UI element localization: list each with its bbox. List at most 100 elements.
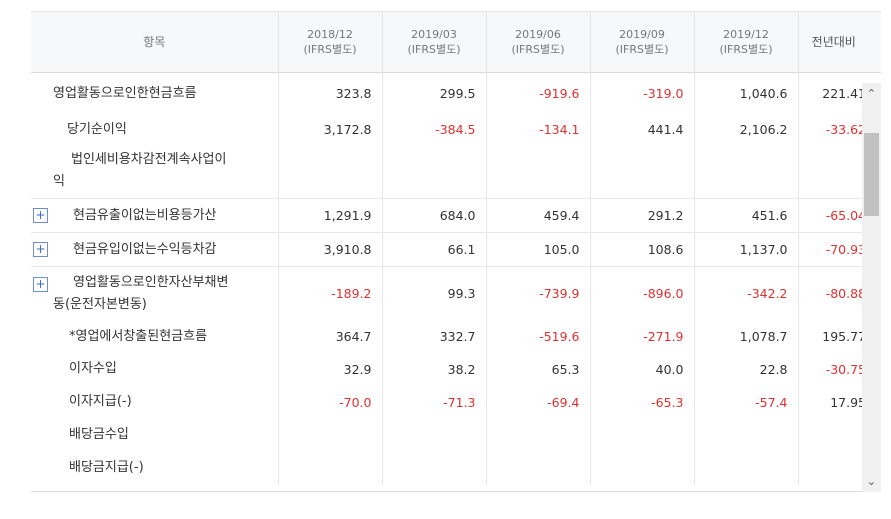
- cell-yoy: -80.88: [797, 266, 869, 321]
- cell-value: [589, 418, 694, 452]
- header-period-2019-09: 2019/09 (IFRS별도): [589, 11, 694, 73]
- table-row: 영업활동으로인한현금흐름 323.8 299.5 -919.6 -319.0 1…: [31, 72, 881, 115]
- cell-value: 1,291.9: [277, 198, 382, 233]
- cash-flow-table-container: 항목 2018/12 (IFRS별도) 2019/03 (IFRS별도) 2019/…: [31, 11, 881, 492]
- cell-value: -919.6: [485, 72, 590, 115]
- cell-value: 332.7: [381, 320, 486, 353]
- row-label: 영업활동으로인한자산부채변 동(운전자본변동): [53, 274, 229, 312]
- cell-value: -71.3: [381, 385, 486, 419]
- header-period-2019-12: 2019/12 (IFRS별도): [693, 11, 798, 73]
- cell-value: -342.2: [693, 266, 798, 321]
- table-row: + 영업활동으로인한자산부채변 동(운전자본변동) -189.2 99.3 -7…: [31, 266, 881, 321]
- cell-value: 108.6: [589, 232, 694, 267]
- header-period-2018-12: 2018/12 (IFRS별도): [277, 11, 382, 73]
- cell-yoy: 221.41: [797, 72, 869, 115]
- cell-value: [485, 418, 590, 452]
- table-row: 법인세비용차감전계속사업이 익: [31, 144, 881, 199]
- table-row: + 현금유출이없는비용등가산 1,291.9 684.0 459.4 291.2…: [31, 198, 881, 233]
- cell-value: [277, 451, 382, 484]
- cell-yoy: -33.62: [797, 114, 869, 145]
- cell-value: [589, 451, 694, 484]
- cell-value: 32.9: [277, 352, 382, 386]
- cell-value: -319.0: [589, 72, 694, 115]
- table-row: 당기순이익 3,172.8 -384.5 -134.1 441.4 2,106.…: [31, 114, 881, 145]
- cell-value: [381, 144, 486, 199]
- row-label: 당기순이익: [67, 121, 127, 137]
- cell-yoy: 17.95: [797, 385, 869, 419]
- header-period-2019-06: 2019/06 (IFRS별도): [485, 11, 590, 73]
- scroll-down-icon[interactable]: ⌄: [866, 475, 877, 488]
- cell-value: 65.3: [485, 352, 590, 386]
- cell-yoy: -70.93: [797, 232, 869, 267]
- cell-value: 1,137.0: [693, 232, 798, 267]
- row-label: 배당금지급(-): [69, 459, 144, 475]
- table-header-row: 항목 2018/12 (IFRS별도) 2019/03 (IFRS별도) 2019/…: [31, 11, 881, 73]
- cell-value: 1,040.6: [693, 72, 798, 115]
- scroll-up-icon[interactable]: ⌃: [866, 87, 877, 100]
- row-label: 현금유입이없는수익등차감: [73, 241, 217, 257]
- cell-value: -69.4: [485, 385, 590, 419]
- cell-value: 684.0: [381, 198, 486, 233]
- cell-yoy: [797, 418, 869, 452]
- table-row: 이자수입 32.9 38.2 65.3 40.0 22.8 -30.75: [31, 352, 881, 386]
- cell-value: [693, 144, 798, 199]
- cell-value: -739.9: [485, 266, 590, 321]
- cell-value: 105.0: [485, 232, 590, 267]
- cell-value: 364.7: [277, 320, 382, 353]
- header-yoy: 전년대비: [797, 11, 869, 73]
- cell-value: -896.0: [589, 266, 694, 321]
- cell-value: [693, 418, 798, 452]
- cell-value: 99.3: [381, 266, 486, 321]
- cell-value: 66.1: [381, 232, 486, 267]
- cell-value: -384.5: [381, 114, 486, 145]
- cell-value: -65.3: [589, 385, 694, 419]
- table-row: 배당금수입: [31, 418, 881, 452]
- cell-value: 2,106.2: [693, 114, 798, 145]
- cell-value: 451.6: [693, 198, 798, 233]
- cell-yoy: [797, 144, 869, 199]
- expand-icon[interactable]: +: [33, 277, 48, 292]
- header-scroll-spacer: [869, 11, 881, 73]
- row-label: 현금유출이없는비용등가산: [73, 207, 217, 223]
- table-row: 이자지급(-) -70.0 -71.3 -69.4 -65.3 -57.4 17…: [31, 385, 881, 419]
- cell-value: 1,078.7: [693, 320, 798, 353]
- cell-value: [693, 451, 798, 484]
- cell-value: 459.4: [485, 198, 590, 233]
- cash-flow-table: 항목 2018/12 (IFRS별도) 2019/03 (IFRS별도) 2019/…: [31, 11, 881, 484]
- cell-value: [485, 451, 590, 484]
- cell-value: 441.4: [589, 114, 694, 145]
- cell-value: -189.2: [277, 266, 382, 321]
- cell-value: [381, 418, 486, 452]
- expand-icon[interactable]: +: [33, 241, 48, 257]
- cell-value: -70.0: [277, 385, 382, 419]
- expand-icon[interactable]: +: [33, 207, 48, 223]
- header-item: 항목: [31, 11, 278, 73]
- row-label: 법인세비용차감전계속사업이 익: [53, 152, 227, 190]
- cell-yoy: [797, 451, 869, 484]
- cell-value: -57.4: [693, 385, 798, 419]
- cell-yoy: -30.75: [797, 352, 869, 386]
- cell-value: -271.9: [589, 320, 694, 353]
- cell-value: 299.5: [381, 72, 486, 115]
- scrollbar-thumb[interactable]: [864, 133, 879, 216]
- table-bottom-border: [31, 491, 862, 492]
- cell-value: [277, 418, 382, 452]
- table-row: + 현금유입이없는수익등차감 3,910.8 66.1 105.0 108.6 …: [31, 232, 881, 267]
- cell-value: [485, 144, 590, 199]
- cell-value: [277, 144, 382, 199]
- cell-value: [589, 144, 694, 199]
- header-period-2019-03: 2019/03 (IFRS별도): [381, 11, 486, 73]
- cell-yoy: -65.04: [797, 198, 869, 233]
- cell-value: 22.8: [693, 352, 798, 386]
- cell-value: [381, 451, 486, 484]
- cell-value: 40.0: [589, 352, 694, 386]
- cell-value: 38.2: [381, 352, 486, 386]
- cell-value: 291.2: [589, 198, 694, 233]
- vertical-scrollbar[interactable]: ⌃ ⌄: [862, 83, 881, 492]
- cell-value: -134.1: [485, 114, 590, 145]
- cell-value: -519.6: [485, 320, 590, 353]
- row-label: 영업활동으로인한현금흐름: [53, 85, 197, 101]
- row-label: 이자지급(-): [69, 394, 132, 409]
- row-label: *영업에서창출된현금흐름: [69, 328, 208, 344]
- cell-yoy: 195.77: [797, 320, 869, 353]
